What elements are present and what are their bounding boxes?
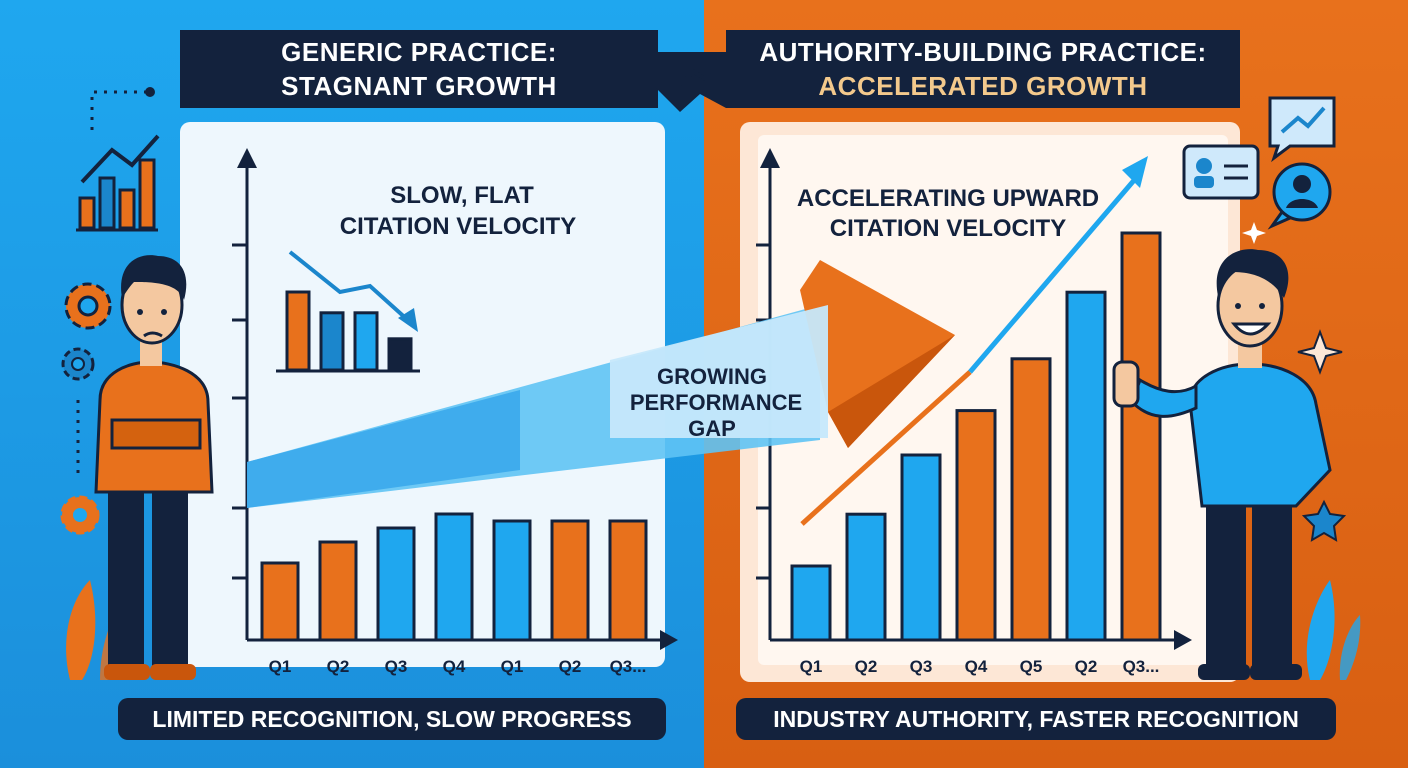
- dot: [145, 87, 155, 97]
- tick-label-5: Q5: [1020, 657, 1043, 676]
- star-icon: [1301, 499, 1347, 542]
- tick-label-5: Q1: [501, 657, 524, 676]
- right-banner: AUTHORITY-BUILDING PRACTICE: ACCELERATED…: [726, 30, 1240, 108]
- inset-chart: [276, 250, 420, 373]
- tick-label-4: Q4: [443, 657, 466, 676]
- tick-label-3: Q3: [910, 657, 933, 676]
- bar-4: [955, 409, 997, 642]
- right-tick-labels: Q1 Q2 Q3 Q4 Q5 Q2 Q3...: [800, 657, 1160, 676]
- left-footer: LIMITED RECOGNITION, SLOW PROGRESS: [118, 698, 666, 740]
- connector-trend-icon: [678, 56, 724, 86]
- left-banner-line2: STAGNANT GROWTH: [281, 71, 557, 101]
- bar-6: [1065, 290, 1107, 642]
- bar-2: [845, 512, 887, 642]
- left-bars: [260, 512, 648, 642]
- tick-label-7: Q3...: [610, 657, 647, 676]
- inset-down-arrowhead: [398, 308, 418, 332]
- tick-label-1: Q1: [269, 657, 292, 676]
- bar-1: [260, 561, 300, 642]
- bar-4: [387, 337, 413, 372]
- confident-person-illustration: [1112, 249, 1332, 680]
- dotted-path: [76, 90, 150, 480]
- left-x-arrowhead: [660, 630, 678, 650]
- tick-label-4: Q4: [965, 657, 988, 676]
- right-banner-line1: AUTHORITY-BUILDING PRACTICE:: [759, 37, 1207, 67]
- sparkle-icon: [1297, 329, 1343, 375]
- right-x-arrowhead: [1174, 630, 1192, 650]
- left-chart-label-line1: SLOW, FLAT: [390, 182, 534, 209]
- right-banner-line2: ACCELERATED GROWTH: [818, 71, 1148, 101]
- banner-connector-arrow: [656, 52, 726, 112]
- bar-5: [492, 519, 532, 642]
- bar-1: [790, 564, 832, 642]
- right-bars: [790, 231, 1162, 642]
- tick-label-2: Q2: [327, 657, 350, 676]
- left-banner-line1: GENERIC PRACTICE:: [281, 37, 557, 67]
- bar-1: [285, 290, 311, 372]
- bar-3: [353, 311, 379, 372]
- bar-5: [1010, 357, 1052, 642]
- bar-4: [434, 512, 474, 642]
- bar-3: [376, 526, 416, 642]
- gear-icon-bottom: [60, 495, 100, 535]
- inset-down-trend-line: [288, 250, 412, 324]
- bar-2: [319, 311, 345, 372]
- leaf-decoration-right: [1306, 580, 1361, 680]
- gap-arrow: [247, 260, 955, 508]
- gap-arrow-line1: GROWING: [657, 364, 767, 389]
- right-trend-line-orange: [800, 370, 972, 526]
- bar-6: [550, 519, 590, 642]
- tick-label-7: Q3...: [1123, 657, 1160, 676]
- gap-arrow-line2: PERFORMANCE: [630, 390, 802, 415]
- right-trend-line-blue: [968, 176, 1138, 374]
- left-chart-label-line2: CITATION VELOCITY: [340, 213, 576, 240]
- tick-label-6: Q2: [559, 657, 582, 676]
- gear-icon: [64, 282, 112, 330]
- bar-7: [1120, 231, 1162, 642]
- sparkle-icon-small: [1242, 222, 1266, 244]
- bar-7: [608, 519, 648, 642]
- frustrated-person-illustration: [94, 255, 214, 680]
- left-banner: GENERIC PRACTICE: STAGNANT GROWTH: [180, 30, 658, 108]
- right-chart-label-line1: ACCELERATING UPWARD: [797, 185, 1099, 212]
- bar-2: [318, 540, 358, 642]
- tick-label-6: Q2: [1075, 657, 1098, 676]
- gap-arrow-line3: GAP: [688, 416, 736, 441]
- right-footer: INDUSTRY AUTHORITY, FASTER RECOGNITION: [736, 698, 1336, 740]
- right-y-arrowhead: [760, 148, 780, 168]
- bar-3: [900, 453, 942, 642]
- left-tick-labels: Q1 Q2 Q3 Q4 Q1 Q2 Q3...: [269, 657, 647, 676]
- right-trend-arrowhead: [1122, 156, 1148, 188]
- id-card-icon: [1182, 144, 1260, 200]
- tick-label-1: Q1: [800, 657, 823, 676]
- inset-bars: [285, 290, 413, 372]
- gear-icon-small: [61, 347, 95, 381]
- right-chart-label-line2: CITATION VELOCITY: [830, 215, 1066, 242]
- tick-label-2: Q2: [855, 657, 878, 676]
- growth-chart-icon: [76, 134, 160, 232]
- left-y-arrowhead: [237, 148, 257, 168]
- tick-label-3: Q3: [385, 657, 408, 676]
- trend-chat-icon: [1268, 96, 1336, 163]
- user-chat-icon: [1267, 162, 1332, 230]
